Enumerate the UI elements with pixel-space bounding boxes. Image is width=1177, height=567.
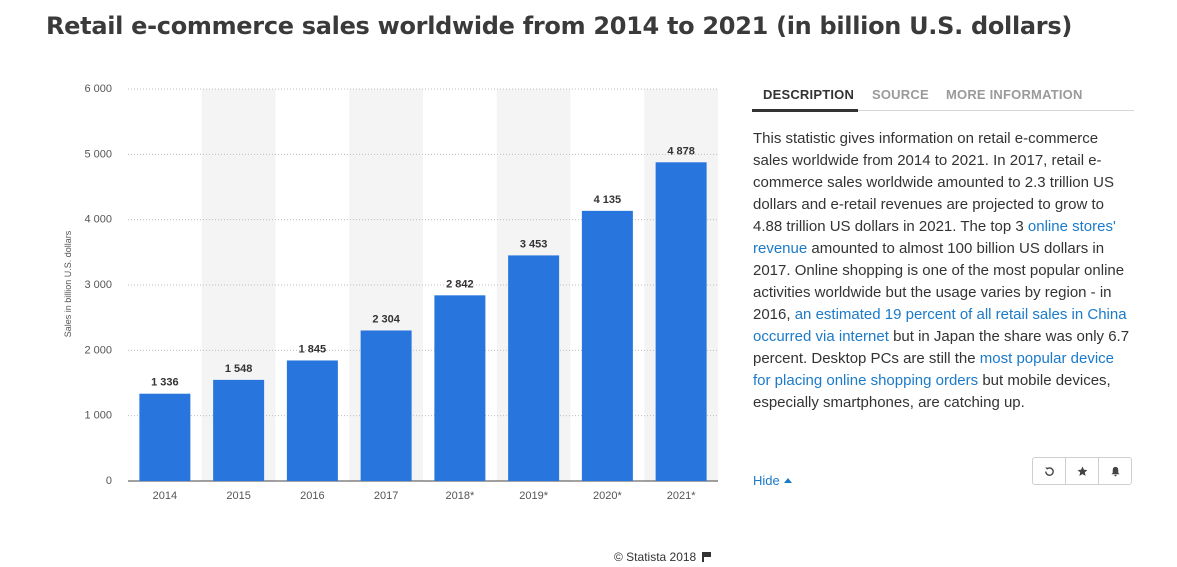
tab-more-information[interactable]: MORE INFORMATION bbox=[946, 87, 1083, 102]
flag-icon[interactable] bbox=[701, 552, 711, 562]
chart-bars bbox=[139, 162, 707, 481]
bar[interactable] bbox=[139, 393, 191, 481]
y-axis-label: Sales in billion U.S. dollars bbox=[63, 230, 73, 337]
x-axis-ticks: 2014 2015 2016 2017 2018* 2019* 2020* 2021* bbox=[153, 490, 697, 502]
link-china-retail-sales[interactable]: an estimated 19 percent of all retail sa… bbox=[753, 306, 1127, 345]
bar[interactable] bbox=[655, 162, 707, 481]
y-tick-label: 2 000 bbox=[84, 344, 112, 356]
bar-value-label: 4 135 bbox=[594, 194, 622, 206]
bar-value-label: 2 842 bbox=[446, 278, 474, 290]
y-axis-ticks: 0 1 000 2 000 3 000 4 000 5 000 6 000 bbox=[84, 83, 112, 487]
description-part-2: amounted to almost 100 billion US dollar… bbox=[753, 240, 1125, 323]
link-popular-device[interactable]: most popular device for placing online s… bbox=[753, 350, 1115, 389]
description-text: This statistic gives information on reta… bbox=[753, 128, 1135, 414]
notify-button[interactable] bbox=[1099, 458, 1131, 484]
bar-value-label: 1 336 bbox=[151, 377, 179, 389]
tab-source[interactable]: SOURCE bbox=[872, 87, 929, 102]
description-part-4: but mobile devices, especially smartphon… bbox=[753, 372, 1111, 411]
bar-value-label: 1 845 bbox=[299, 343, 327, 355]
bar-value-labels: 1 336 1 548 1 845 2 304 2 842 3 453 4 135 4 878 bbox=[151, 145, 695, 388]
bar[interactable] bbox=[286, 360, 338, 481]
info-panel: DESCRIPTION SOURCE MORE INFORMATION This… bbox=[752, 80, 1134, 414]
bar[interactable] bbox=[213, 379, 265, 481]
bar-chart: 0 1 000 2 000 3 000 4 000 5 000 6 000 2014 2015… bbox=[63, 83, 718, 502]
bar-value-label: 4 878 bbox=[667, 145, 695, 157]
hide-button[interactable]: Hide bbox=[753, 473, 792, 488]
page-title: Retail e-commerce sales worldwide from 2… bbox=[46, 12, 1072, 40]
description-part-3: but in Japan the share was only 6.7 perc… bbox=[753, 328, 1130, 367]
x-tick-label: 2019* bbox=[519, 490, 548, 502]
action-buttons bbox=[1032, 457, 1132, 485]
y-tick-label: 6 000 bbox=[84, 83, 112, 95]
x-tick-label: 2016 bbox=[300, 490, 324, 502]
bar[interactable] bbox=[360, 330, 412, 481]
hide-label: Hide bbox=[753, 473, 780, 488]
x-tick-label: 2018* bbox=[445, 490, 474, 502]
copyright-text: © Statista 2018 bbox=[614, 550, 697, 564]
x-tick-label: 2017 bbox=[374, 490, 398, 502]
y-tick-label: 4 000 bbox=[84, 214, 112, 226]
favorite-button[interactable] bbox=[1066, 458, 1099, 484]
caret-up-icon bbox=[783, 478, 792, 483]
bar[interactable] bbox=[581, 210, 633, 481]
x-tick-label: 2021* bbox=[667, 490, 696, 502]
y-tick-label: 0 bbox=[106, 475, 112, 487]
history-icon bbox=[1044, 466, 1054, 476]
star-icon bbox=[1077, 466, 1087, 476]
y-tick-label: 5 000 bbox=[84, 148, 112, 160]
x-tick-label: 2020* bbox=[593, 490, 622, 502]
y-tick-label: 3 000 bbox=[84, 279, 112, 291]
footer-credit: © Statista 2018 bbox=[614, 550, 711, 564]
bell-icon bbox=[1110, 466, 1120, 476]
bar[interactable] bbox=[508, 255, 560, 481]
x-tick-label: 2014 bbox=[153, 490, 177, 502]
bar-value-label: 2 304 bbox=[372, 313, 400, 325]
history-button[interactable] bbox=[1033, 458, 1066, 484]
bar-value-label: 3 453 bbox=[520, 238, 548, 250]
active-tab-indicator bbox=[752, 109, 858, 112]
tab-description[interactable]: DESCRIPTION bbox=[763, 87, 855, 102]
bar[interactable] bbox=[434, 295, 486, 481]
description-part-1: This statistic gives information on reta… bbox=[753, 130, 1114, 235]
y-tick-label: 1 000 bbox=[84, 410, 112, 422]
info-tabs: DESCRIPTION SOURCE MORE INFORMATION bbox=[752, 80, 1134, 112]
bar-value-label: 1 548 bbox=[225, 363, 253, 375]
link-online-stores-revenue[interactable]: online stores' revenue bbox=[753, 218, 1116, 257]
x-tick-label: 2015 bbox=[226, 490, 250, 502]
